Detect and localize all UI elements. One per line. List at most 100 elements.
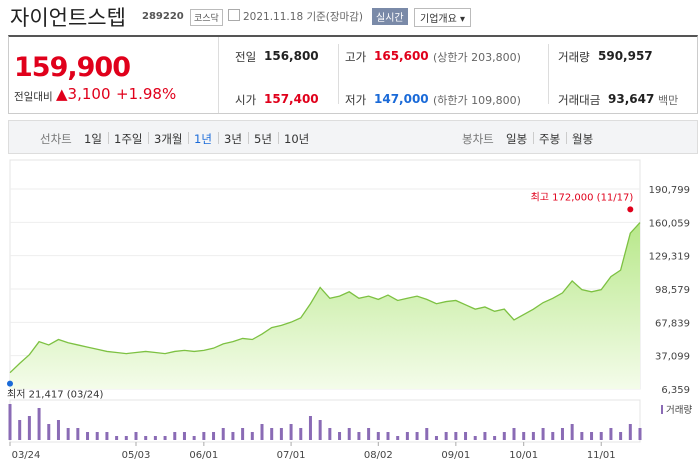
volume-bar	[308, 416, 312, 440]
annotation-label: 최저 21,417 (03/24)	[7, 389, 103, 401]
period-tab[interactable]: 1일	[84, 132, 102, 146]
volume-area	[9, 399, 641, 443]
tab-label: 선차트	[40, 132, 72, 146]
y-tick-label: 190,799	[649, 185, 690, 196]
tab-divider	[148, 132, 149, 144]
volume-bar	[66, 428, 70, 440]
volume-bar	[338, 432, 342, 440]
volume-bar	[153, 436, 157, 440]
y-tick-label: 37,099	[655, 352, 690, 363]
stat-extra: (상한가 203,800)	[433, 51, 521, 64]
volume-bar	[599, 432, 603, 440]
stat-label: 고가	[345, 50, 367, 64]
company-button[interactable]: 기업개요 ▾	[414, 8, 472, 27]
volume-bar	[580, 432, 584, 440]
stat-value: 157,400	[264, 92, 319, 106]
stock-name: 자이언트스텝	[10, 6, 126, 30]
volume-bar	[299, 428, 303, 440]
volume-bar	[27, 416, 31, 440]
y-tick-label: 6,359	[661, 385, 690, 396]
tab-divider	[566, 132, 567, 144]
area-fill	[10, 222, 640, 389]
volume-bar	[328, 428, 332, 440]
stat-value: 590,957	[598, 49, 653, 63]
volume-bar	[512, 428, 516, 440]
y-tick-label: 98,579	[655, 285, 690, 296]
volume-bar	[192, 436, 196, 440]
volume-bar	[444, 432, 448, 440]
date: 2021.11.18 기준(장마감)	[243, 11, 363, 23]
x-tick-label: 07/01	[277, 450, 306, 461]
volume-bar	[86, 432, 90, 440]
volume-bar	[522, 432, 526, 440]
candle-tab[interactable]: 주봉	[539, 132, 561, 146]
volume-bar	[202, 432, 206, 440]
period-tab[interactable]: 3개월	[154, 132, 183, 146]
volume-bar	[405, 432, 409, 440]
x-tick-label: 10/01	[509, 450, 538, 461]
volume-bar	[347, 428, 351, 440]
volume-bar	[590, 432, 594, 440]
volume-bar	[134, 432, 138, 440]
volume-bar	[241, 428, 245, 440]
period-tab[interactable]: 3년	[224, 132, 242, 146]
volume-bar	[560, 428, 564, 440]
volume-bar	[221, 428, 225, 440]
volume-bar	[47, 424, 51, 440]
volume-bar	[270, 428, 274, 440]
x-tick-label: 05/03	[122, 450, 151, 461]
volume-bar	[260, 424, 264, 440]
stat-label: 전일	[235, 50, 257, 64]
volume-bar	[454, 432, 458, 440]
volume-bar	[37, 408, 41, 440]
volume-bar	[464, 432, 468, 440]
y-tick-label: 160,059	[649, 218, 690, 229]
x-tick-label: 09/01	[441, 450, 470, 461]
y-tick-label: 67,839	[655, 318, 690, 329]
volume-bar	[144, 436, 148, 440]
divider	[338, 44, 339, 104]
x-tick-label: 11/01	[587, 450, 616, 461]
period-tab[interactable]: 5년	[254, 132, 272, 146]
tab-divider	[188, 132, 189, 144]
volume-bar	[473, 436, 477, 440]
tab-divider	[278, 132, 279, 144]
x-tick-label: 03/24	[12, 450, 41, 461]
period-tab[interactable]: 1년	[194, 132, 212, 146]
volume-bar	[367, 428, 371, 440]
annotation-dot	[7, 380, 13, 387]
volume-bar	[8, 404, 12, 440]
volume-bar	[76, 428, 80, 440]
candle-tab[interactable]: 일봉	[506, 132, 528, 146]
button-text: 기업개요	[420, 14, 457, 25]
stat-extra: (하한가 109,800)	[433, 94, 521, 107]
realtime-badge[interactable]: 실시간	[372, 8, 408, 25]
change: ▲3,100	[56, 85, 111, 103]
volume-bar	[279, 428, 283, 440]
volume-bar	[628, 424, 632, 440]
divider	[218, 37, 219, 113]
annotation-dot	[627, 206, 634, 213]
volume-bar	[386, 432, 390, 440]
stat-label: 거래량	[558, 50, 590, 64]
period-tab[interactable]: 10년	[284, 132, 310, 146]
tab-divider	[218, 132, 219, 144]
volume-bar	[493, 436, 497, 440]
volume-bar	[18, 420, 22, 440]
stat-value: 93,647	[608, 92, 655, 106]
change-pct: +1.98%	[116, 85, 177, 103]
period-tab[interactable]: 1주일	[114, 132, 143, 146]
volume-bar	[551, 432, 555, 440]
volume-bar	[212, 432, 216, 440]
candle-tab[interactable]: 월봉	[572, 132, 594, 146]
stat-value: 165,600	[374, 49, 429, 63]
volume-bar	[531, 432, 535, 440]
change-label: 전일대비	[14, 91, 53, 103]
volume-bar	[163, 436, 167, 440]
calendar-icon	[228, 9, 240, 21]
stat-label: 시가	[235, 93, 257, 107]
stat-label: 저가	[345, 93, 367, 107]
volume-bar	[396, 436, 400, 440]
volume-bar	[609, 428, 613, 440]
tab-divider	[533, 132, 534, 144]
